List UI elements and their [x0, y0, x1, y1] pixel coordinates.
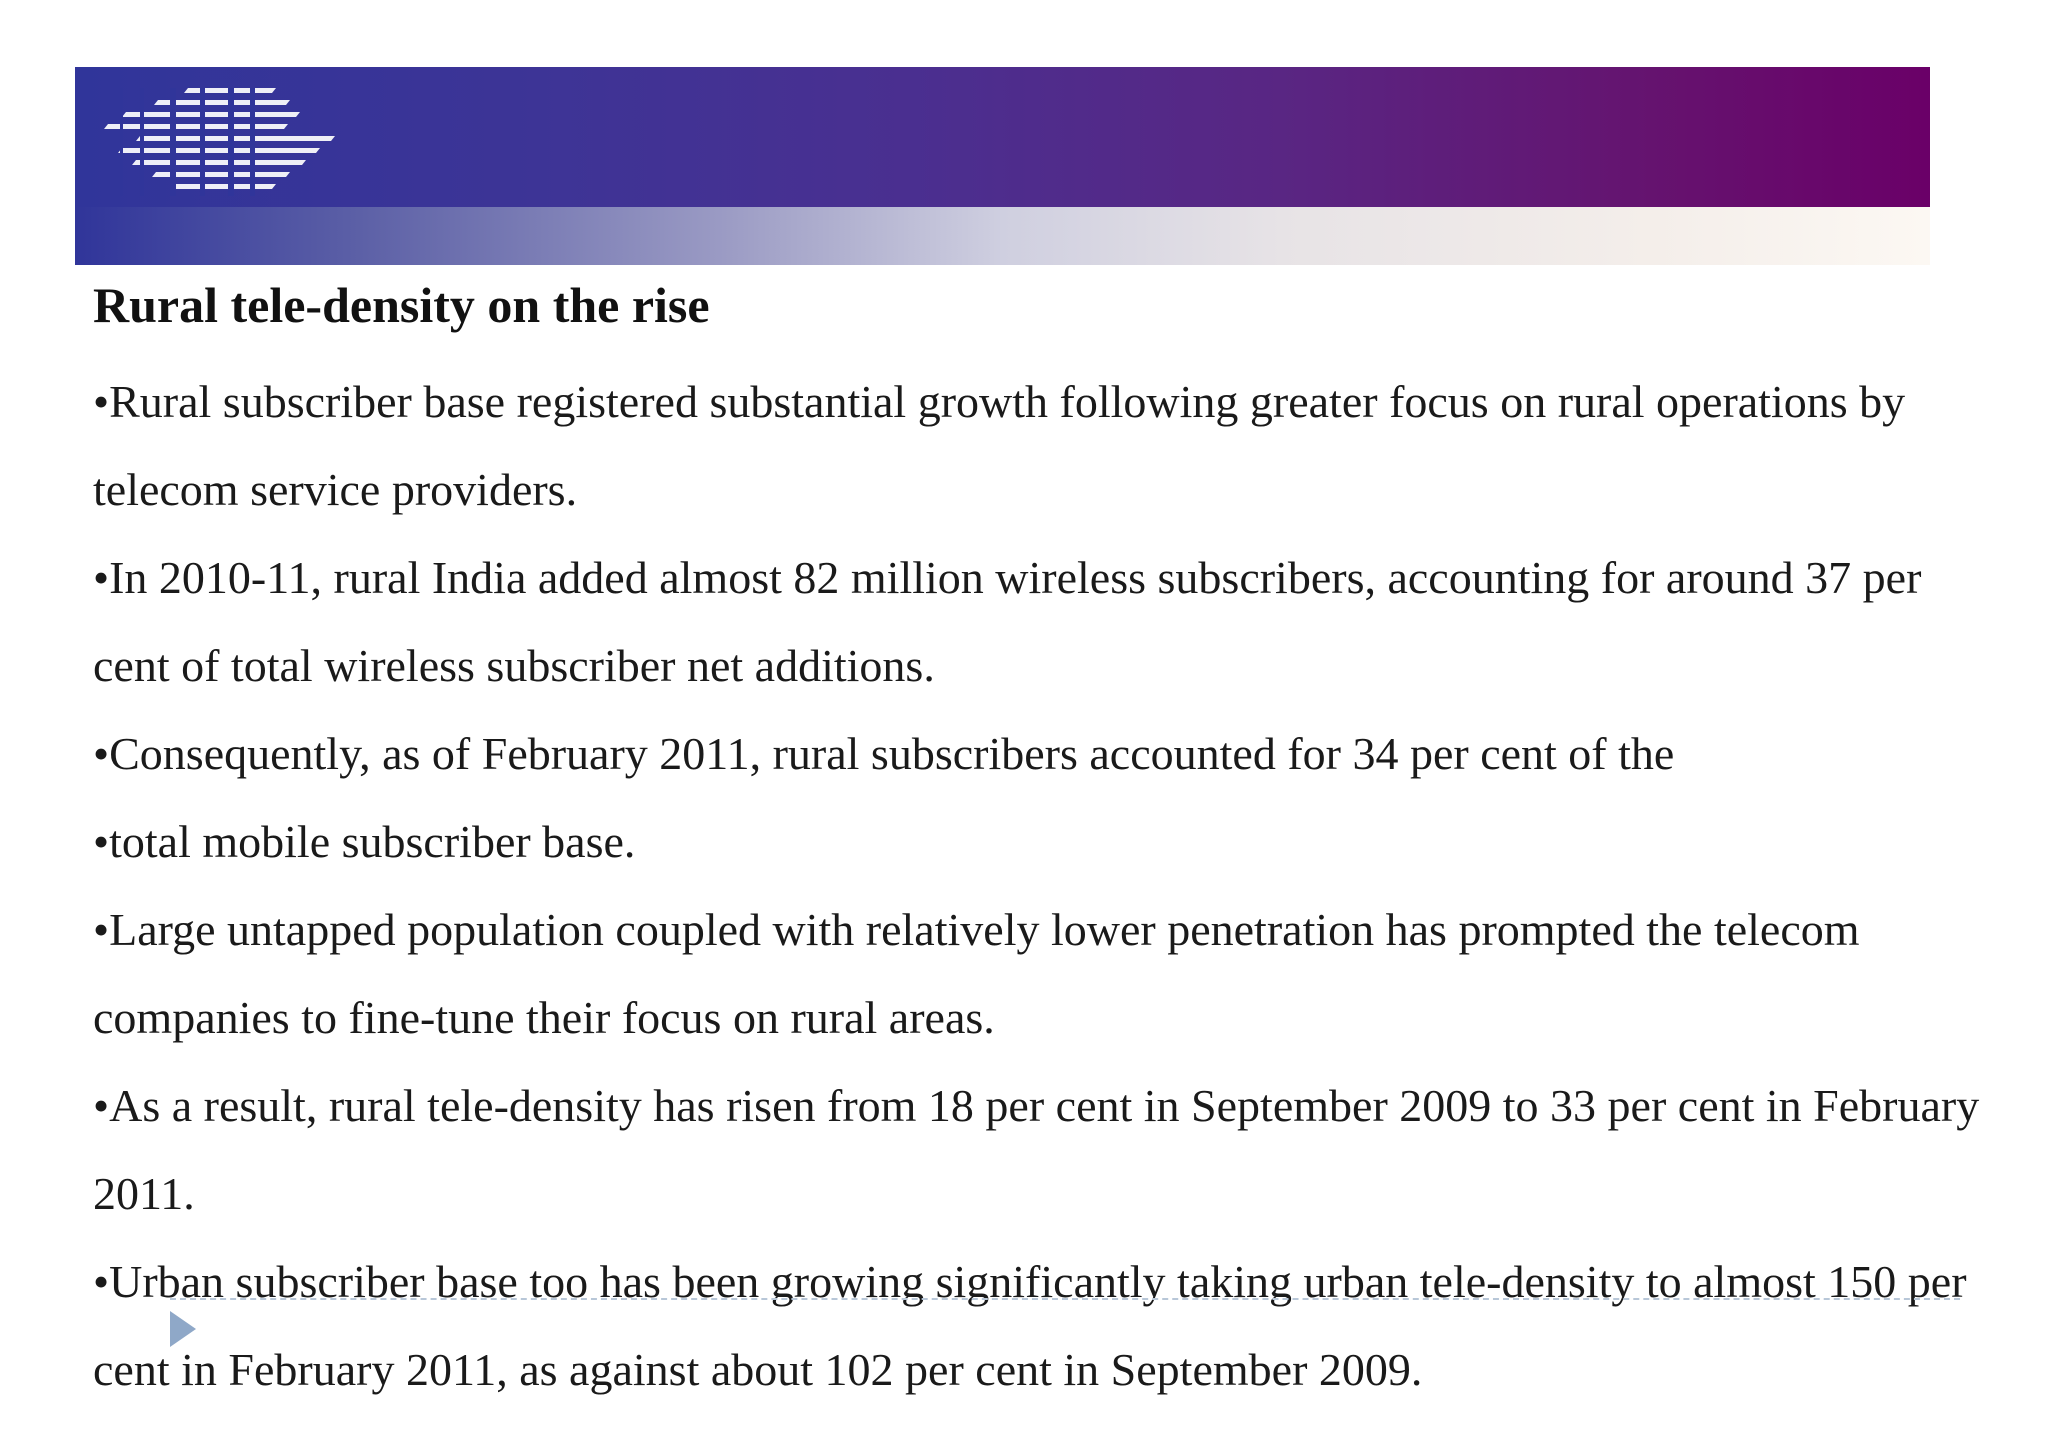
slide-content: Rural tele-density on the rise •Rural su…: [93, 270, 1993, 1414]
dashed-guide-line: [170, 1298, 1960, 1300]
bullet-paragraph: •In 2010-11, rural India added almost 82…: [93, 552, 1922, 691]
bullet-paragraph: •As a result, rural tele-density has ris…: [93, 1080, 1980, 1219]
striped-logo-icon: [104, 88, 335, 196]
bullet-paragraph: •Rural subscriber base registered substa…: [93, 376, 1906, 515]
slide-title: Rural tele-density on the rise: [93, 277, 710, 333]
bullet-paragraph: •Urban subscriber base too has been grow…: [93, 1256, 1967, 1395]
header-banner: [75, 67, 1930, 207]
bullet-paragraph: •total mobile subscriber base.: [93, 816, 636, 867]
play-arrow-icon: [170, 1311, 196, 1347]
header-banner-fade: [75, 207, 1930, 265]
bullet-paragraph: •Consequently, as of February 2011, rura…: [93, 728, 1675, 779]
bullet-paragraph: •Large untapped population coupled with …: [93, 904, 1860, 1043]
